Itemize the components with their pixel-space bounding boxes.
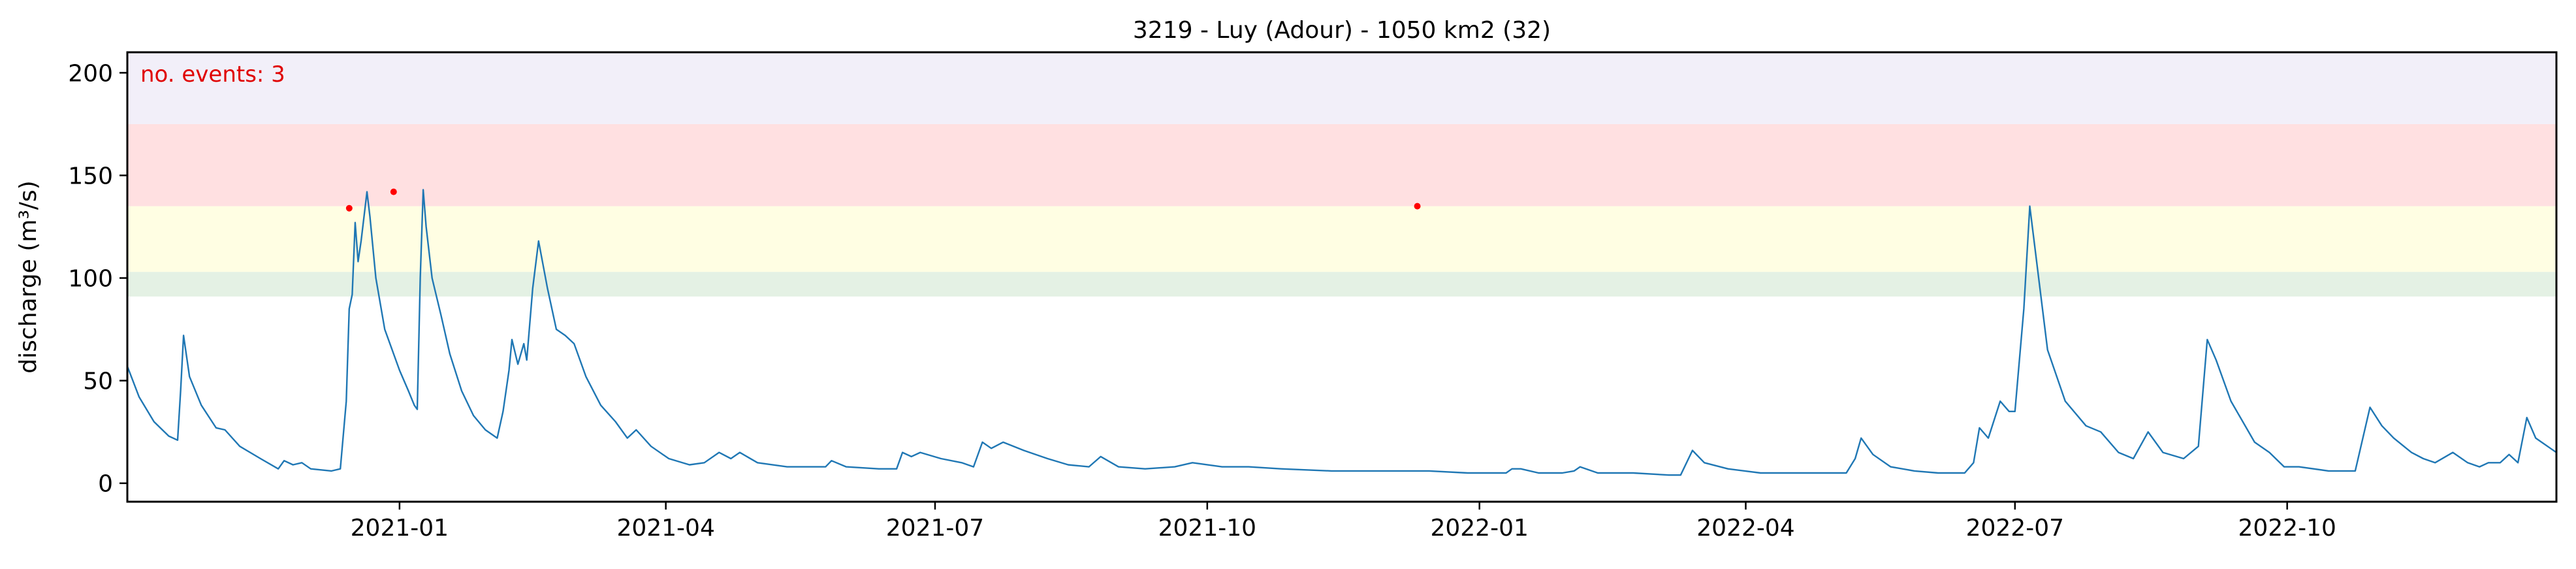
event-marker — [345, 204, 353, 212]
x-tick-label: 2021-04 — [616, 515, 714, 542]
threshold-band — [127, 52, 2556, 124]
threshold-band — [127, 272, 2556, 297]
x-tick-label: 2021-10 — [1158, 515, 1256, 542]
x-tick-label: 2022-01 — [1430, 515, 1528, 542]
x-axis: 2021-01 2021-04 2021-07 2021-10 2022-01 2022-… — [351, 502, 2336, 542]
y-tick-label: 100 — [68, 266, 113, 293]
discharge-series-line — [126, 189, 2557, 476]
chart-title: 3219 - Luy (Adour) - 1050 km2 (32) — [1133, 17, 1551, 44]
threshold-bands — [127, 52, 2556, 297]
y-tick-label: 150 — [68, 163, 113, 189]
x-tick-label: 2021-07 — [886, 515, 984, 542]
threshold-band — [127, 123, 2556, 206]
y-axis-label: discharge (m³/s) — [15, 180, 42, 373]
event-marker — [1414, 203, 1421, 210]
y-tick-label: 0 — [98, 471, 113, 498]
event-marker — [390, 188, 397, 195]
x-tick-label: 2022-07 — [1966, 515, 2064, 542]
series-layer — [126, 189, 2557, 476]
event-markers — [345, 188, 1421, 212]
x-tick-label: 2022-10 — [2238, 515, 2336, 542]
event-count-annotation: no. events: 3 — [140, 61, 285, 88]
y-axis: 0 50 100 150 200 — [68, 60, 127, 498]
x-tick-label: 2021-01 — [351, 515, 449, 542]
threshold-band — [127, 206, 2556, 272]
x-tick-label: 2022-04 — [1696, 515, 1794, 542]
plot-frame — [126, 51, 2558, 503]
y-tick-label: 200 — [68, 60, 113, 87]
y-tick-label: 50 — [83, 368, 113, 395]
